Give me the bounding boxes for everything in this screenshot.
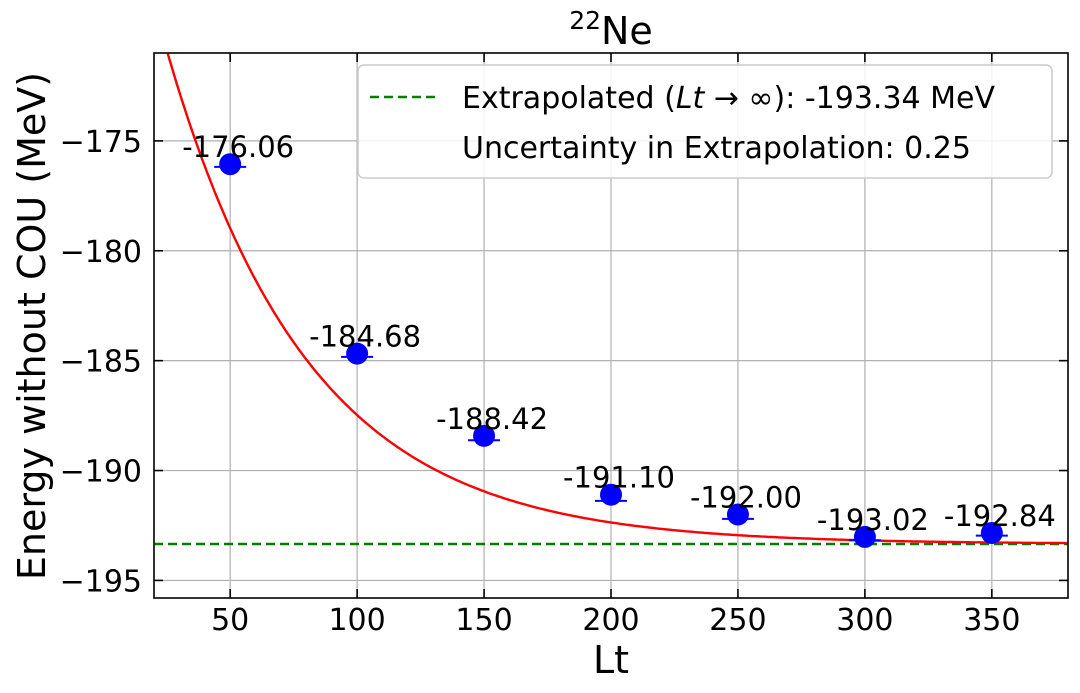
ticks: 50 100 150 200 250 300 350 −175 −180 −185 −190 −195 [60, 53, 1068, 638]
x-axis-title: Lt [593, 638, 629, 682]
x-tick-label: 250 [709, 603, 766, 638]
y-axis-title: Energy without COU (MeV) [10, 72, 54, 580]
x-tick-label: 100 [328, 603, 385, 638]
data-label: -193.02 [817, 503, 929, 537]
data-point [473, 424, 496, 447]
points-layer [214, 153, 1008, 548]
x-tick-label: 300 [836, 603, 893, 638]
title-main: Ne [601, 9, 653, 53]
x-tick-label: 50 [211, 603, 249, 638]
chart-title: 22Ne [569, 6, 653, 53]
data-point [219, 153, 242, 176]
x-tick-label: 150 [455, 603, 512, 638]
data-label: -188.42 [436, 402, 548, 436]
x-tick-label: 350 [963, 603, 1020, 638]
legend-label-uncertainty: Uncertainty in Extrapolation: 0.25 [462, 131, 971, 166]
data-point [346, 342, 369, 365]
x-tick-label: 200 [582, 603, 639, 638]
title-superscript: 22 [569, 6, 601, 35]
legend-box [357, 64, 1053, 179]
data-label: -192.84 [944, 499, 1056, 533]
fit-layer [166, 53, 1068, 545]
data-label: -184.68 [309, 320, 421, 354]
data-point [600, 483, 622, 506]
y-tick-label: −175 [60, 125, 142, 160]
y-tick-label: −180 [60, 235, 142, 270]
legend-label-extrapolated: Extrapolated (Lt → ∞): -193.34 MeV [462, 81, 996, 116]
data-point [980, 521, 1003, 544]
y-tick-label: −185 [60, 345, 142, 380]
data-label: -191.10 [563, 461, 675, 495]
data-label: -192.00 [690, 480, 802, 514]
fit-curve [166, 53, 1068, 545]
data-labels-layer: -176.06 -184.68 -188.42 -191.10 -192.00 -193.… [182, 130, 1056, 537]
data-point [726, 503, 749, 526]
y-tick-label: −190 [60, 455, 142, 490]
y-tick-label: −195 [60, 564, 142, 599]
data-label: -176.06 [182, 130, 294, 164]
legend: Extrapolated (Lt → ∞): -193.34 MeV Uncer… [357, 64, 1053, 179]
data-point [853, 525, 876, 548]
